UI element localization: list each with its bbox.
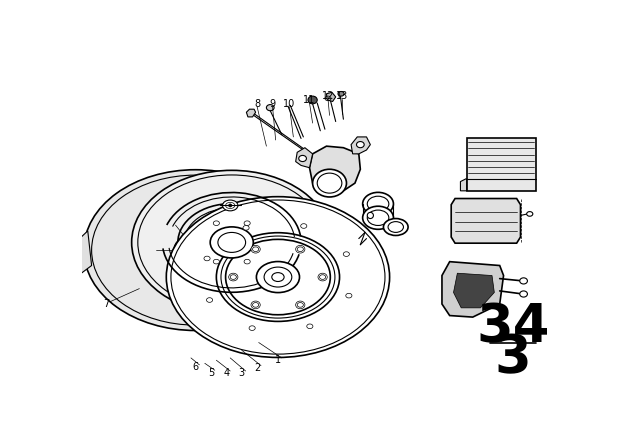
Ellipse shape <box>318 273 327 281</box>
Ellipse shape <box>84 170 307 331</box>
Text: 34: 34 <box>476 301 550 353</box>
Ellipse shape <box>251 301 260 309</box>
Polygon shape <box>451 198 520 243</box>
Text: 8: 8 <box>254 99 260 109</box>
Polygon shape <box>351 137 371 154</box>
Text: 11: 11 <box>303 95 316 105</box>
Ellipse shape <box>223 200 238 211</box>
Text: 6: 6 <box>193 362 198 372</box>
Ellipse shape <box>213 221 220 225</box>
Ellipse shape <box>296 246 305 253</box>
Ellipse shape <box>243 225 249 230</box>
Ellipse shape <box>204 256 210 261</box>
Text: 3: 3 <box>495 332 531 384</box>
Polygon shape <box>460 178 467 191</box>
Text: 10: 10 <box>284 99 296 109</box>
Ellipse shape <box>213 259 220 264</box>
Polygon shape <box>246 109 255 117</box>
Ellipse shape <box>244 221 250 225</box>
Text: 12: 12 <box>322 91 334 101</box>
Polygon shape <box>454 273 494 308</box>
Text: 2: 2 <box>254 363 260 373</box>
Ellipse shape <box>520 278 527 284</box>
Polygon shape <box>467 138 536 191</box>
Polygon shape <box>326 92 336 102</box>
Ellipse shape <box>363 206 394 229</box>
Ellipse shape <box>266 104 274 111</box>
Ellipse shape <box>338 91 344 96</box>
Ellipse shape <box>228 273 238 281</box>
Ellipse shape <box>207 298 212 302</box>
Ellipse shape <box>210 227 253 258</box>
Ellipse shape <box>166 197 390 358</box>
Ellipse shape <box>363 192 394 215</box>
Ellipse shape <box>307 324 313 329</box>
Text: 7: 7 <box>103 299 109 309</box>
Ellipse shape <box>346 293 352 298</box>
Polygon shape <box>60 231 92 277</box>
Ellipse shape <box>251 246 260 253</box>
Ellipse shape <box>527 211 533 216</box>
Ellipse shape <box>249 326 255 331</box>
Ellipse shape <box>301 224 307 228</box>
Text: 4: 4 <box>223 368 229 378</box>
Polygon shape <box>442 262 504 317</box>
Ellipse shape <box>228 204 232 207</box>
Ellipse shape <box>132 170 332 314</box>
Text: 5: 5 <box>208 367 214 378</box>
Ellipse shape <box>308 96 317 104</box>
Ellipse shape <box>383 219 408 236</box>
Polygon shape <box>310 146 360 191</box>
Ellipse shape <box>520 291 527 297</box>
Ellipse shape <box>367 212 373 219</box>
Ellipse shape <box>257 262 300 293</box>
Ellipse shape <box>299 155 307 162</box>
Text: 9: 9 <box>269 99 276 109</box>
Polygon shape <box>296 148 312 168</box>
Text: 1: 1 <box>275 355 281 365</box>
Ellipse shape <box>312 169 346 197</box>
Text: 13: 13 <box>336 91 348 101</box>
Ellipse shape <box>343 252 349 256</box>
Text: 3: 3 <box>239 368 245 378</box>
Ellipse shape <box>356 142 364 148</box>
Ellipse shape <box>296 301 305 309</box>
Ellipse shape <box>174 235 217 266</box>
Ellipse shape <box>244 259 250 264</box>
